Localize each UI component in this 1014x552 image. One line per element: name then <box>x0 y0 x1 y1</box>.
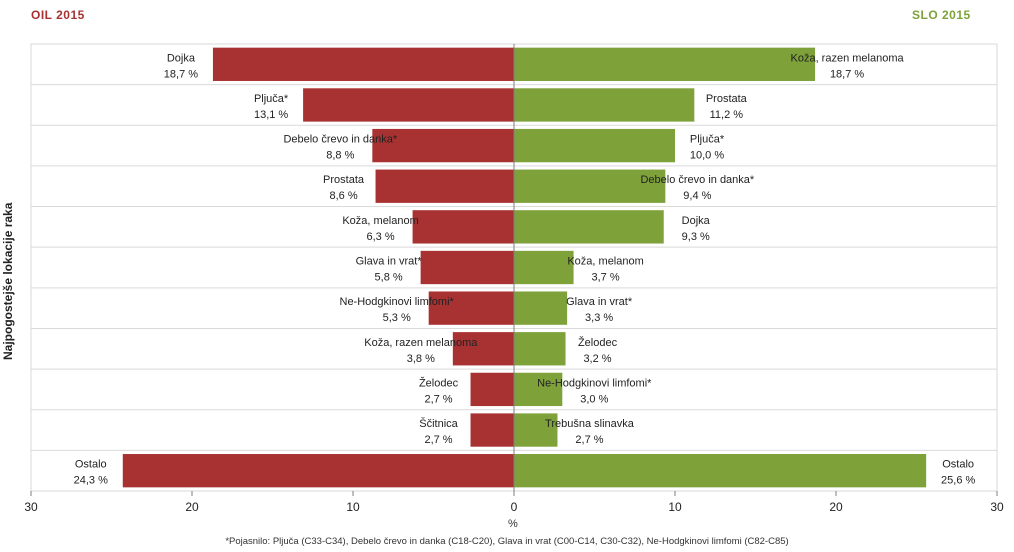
left-value-label: 8,6 % <box>329 190 357 202</box>
footnote: *Pojasnilo: Pljuča (C33-C34), Debelo čre… <box>225 536 789 547</box>
left-category-label: Ne-Hodgkinovi limfomi* <box>340 296 455 308</box>
right-value-label: 2,7 % <box>575 434 603 446</box>
left-bar <box>428 291 514 325</box>
right-bar <box>514 332 566 366</box>
left-value-label: 18,7 % <box>164 68 198 80</box>
right-category-label: Glava in vrat* <box>566 296 633 308</box>
right-value-label: 9,4 % <box>683 190 711 202</box>
left-bar <box>122 454 515 488</box>
right-category-label: Ne-Hodgkinovi limfomi* <box>537 377 652 389</box>
right-category-label: Koža, razen melanoma <box>791 52 905 64</box>
left-series-title: OIL 2015 <box>31 8 85 22</box>
x-axis-label: % <box>508 518 518 530</box>
right-bar <box>514 250 574 285</box>
right-value-label: 3,7 % <box>591 272 619 284</box>
right-value-label: 3,0 % <box>580 393 608 405</box>
left-bar <box>303 88 514 122</box>
left-bar <box>412 210 514 244</box>
left-bar <box>212 47 514 81</box>
left-category-label: Ostalo <box>75 459 107 471</box>
left-value-label: 3,8 % <box>407 353 435 365</box>
right-bar <box>514 128 675 163</box>
right-bar <box>514 210 664 244</box>
right-category-label: Dojka <box>682 215 711 227</box>
right-bar <box>514 47 816 81</box>
left-category-label: Debelo črevo in danka* <box>283 134 397 146</box>
left-value-label: 2,7 % <box>424 434 452 446</box>
left-category-label: Pljuča* <box>254 93 289 105</box>
x-tick-label: 20 <box>185 500 199 514</box>
left-value-label: 6,3 % <box>366 231 394 243</box>
left-bar <box>375 169 514 203</box>
right-category-label: Želodec <box>578 336 618 349</box>
left-bar <box>372 128 514 163</box>
right-category-label: Debelo črevo in danka* <box>640 174 754 186</box>
right-bar <box>514 88 695 122</box>
right-value-label: 18,7 % <box>830 68 864 80</box>
right-value-label: 11,2 % <box>710 109 744 121</box>
x-tick-label: 10 <box>346 500 360 514</box>
left-category-label: Glava in vrat* <box>356 256 423 268</box>
x-tick-label: 30 <box>990 500 1004 514</box>
right-category-label: Pljuča* <box>690 134 725 146</box>
left-category-label: Želodec <box>419 376 459 389</box>
x-tick-label: 20 <box>829 500 843 514</box>
right-category-label: Trebušna slinavka <box>545 418 635 430</box>
left-value-label: 2,7 % <box>424 393 452 405</box>
left-value-label: 13,1 % <box>254 109 288 121</box>
left-bar <box>452 332 514 366</box>
x-tick-label: 30 <box>24 500 38 514</box>
left-category-label: Ščitnica <box>419 417 458 430</box>
right-category-label: Ostalo <box>942 459 974 471</box>
left-bar <box>420 250 514 285</box>
left-bar <box>470 413 514 447</box>
right-bar <box>514 454 927 488</box>
right-bar <box>514 372 563 407</box>
left-value-label: 24,3 % <box>74 475 108 487</box>
left-bar <box>470 372 514 407</box>
right-category-label: Koža, melanom <box>567 256 643 268</box>
left-category-label: Koža, melanom <box>342 215 418 227</box>
right-value-label: 9,3 % <box>682 231 710 243</box>
x-tick-label: 0 <box>511 500 518 514</box>
right-bar <box>514 291 568 325</box>
left-value-label: 8,8 % <box>326 150 354 162</box>
right-value-label: 25,6 % <box>941 475 975 487</box>
x-tick-label: 10 <box>668 500 682 514</box>
right-category-label: Prostata <box>706 93 748 105</box>
right-series-title: SLO 2015 <box>912 8 971 22</box>
left-category-label: Prostata <box>323 174 365 186</box>
right-value-label: 3,3 % <box>585 312 613 324</box>
left-value-label: 5,8 % <box>375 272 403 284</box>
left-value-label: 5,3 % <box>383 312 411 324</box>
right-bar <box>514 413 558 447</box>
right-value-label: 10,0 % <box>690 150 724 162</box>
left-category-label: Dojka <box>167 52 196 64</box>
right-value-label: 3,2 % <box>583 353 611 365</box>
left-category-label: Koža, razen melanoma <box>364 337 478 349</box>
right-bar <box>514 169 666 203</box>
